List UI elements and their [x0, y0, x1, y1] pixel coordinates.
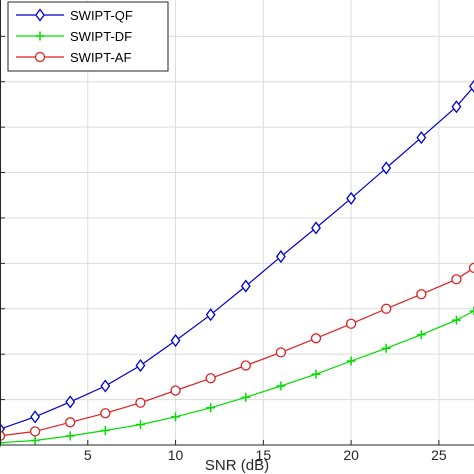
- legend-label: SWIPT-AF: [70, 50, 131, 65]
- plus-marker: [0, 438, 5, 448]
- plus-marker: [346, 356, 356, 366]
- series-swipt-qf: [0, 79, 474, 436]
- circle-marker: [468, 262, 474, 274]
- plus-marker: [206, 403, 216, 413]
- circle-marker: [240, 360, 251, 371]
- circle-marker: [381, 303, 392, 314]
- plus-marker: [35, 31, 45, 41]
- circle-marker: [345, 318, 357, 329]
- plus-marker: [416, 330, 426, 340]
- circle-marker: [275, 347, 287, 358]
- legend-label: SWIPT-DF: [70, 29, 132, 44]
- diamond-marker: [65, 395, 76, 409]
- diamond-marker: [275, 249, 286, 264]
- circle-marker: [310, 333, 322, 344]
- x-axis-label: SNR (dB): [205, 457, 269, 474]
- circle-marker: [65, 417, 76, 428]
- diamond-marker: [205, 308, 216, 322]
- plus-marker: [451, 315, 461, 325]
- circle-marker: [100, 408, 111, 419]
- diamond-marker: [100, 379, 111, 393]
- legend-label: SWIPT-QF: [70, 8, 133, 23]
- plus-marker: [276, 381, 286, 391]
- legend-item: SWIPT-QF: [16, 8, 133, 23]
- circle-marker: [205, 373, 216, 384]
- legend: SWIPT-QF SWIPT-DF SWIPT-AF: [7, 1, 169, 72]
- circle-marker: [135, 397, 146, 408]
- tick-labels: 5 10 15 20 25: [84, 447, 447, 463]
- plus-marker: [311, 369, 321, 379]
- x-tick-label: 10: [168, 447, 184, 463]
- plus-marker: [65, 431, 75, 441]
- axes: [0, 0, 474, 446]
- plus-marker: [381, 343, 391, 353]
- plus-marker: [100, 425, 110, 435]
- plus-marker: [241, 392, 251, 402]
- diamond-marker: [451, 100, 462, 114]
- circle-marker: [451, 274, 462, 285]
- diamond-marker: [381, 161, 392, 175]
- x-tick-label: 15: [256, 447, 272, 463]
- x-tick-label: 5: [84, 447, 92, 463]
- diamond-marker: [30, 410, 41, 424]
- diamond-marker: [469, 79, 474, 93]
- plus-marker: [171, 412, 181, 422]
- circle-marker: [29, 426, 41, 437]
- plus-marker: [30, 435, 40, 445]
- plus-marker: [469, 306, 474, 316]
- circle-marker: [34, 51, 46, 63]
- diamond-marker: [346, 191, 357, 206]
- series-line: [0, 85, 474, 430]
- diamond-marker: [35, 8, 45, 22]
- x-tick-label: 25: [431, 447, 447, 463]
- series-swipt-af: [0, 262, 474, 442]
- diamond-marker: [170, 333, 181, 348]
- diamond-marker: [416, 131, 427, 145]
- circle-marker: [416, 289, 427, 300]
- x-tick-label: 20: [343, 447, 359, 463]
- circle-marker: [170, 385, 181, 396]
- diamond-marker: [311, 221, 321, 235]
- series-group: [0, 79, 474, 448]
- plus-marker: [135, 420, 145, 430]
- diamond-marker: [240, 279, 251, 293]
- diamond-marker: [135, 358, 146, 373]
- series-swipt-df: [0, 306, 474, 448]
- circle-marker: [0, 430, 6, 442]
- legend-item: SWIPT-AF: [16, 50, 131, 65]
- legend-item: SWIPT-DF: [16, 29, 132, 44]
